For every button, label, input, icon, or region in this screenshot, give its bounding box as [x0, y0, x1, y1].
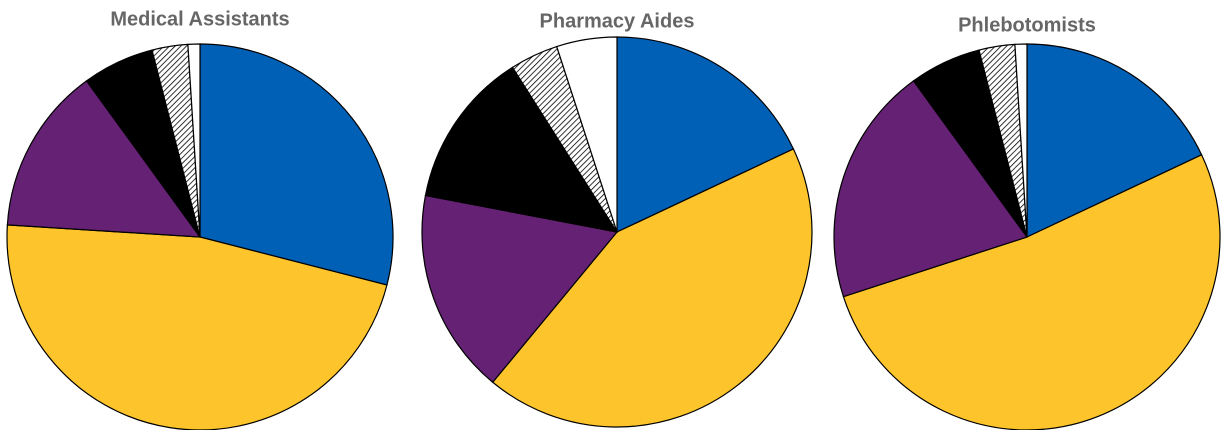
pie-slice: [616, 36, 795, 233]
pie-slice: [424, 66, 619, 233]
chart-title: Pharmacy Aides: [540, 10, 695, 32]
chart-title: Medical Assistants: [110, 8, 289, 30]
chart-title: Phlebotomists: [958, 14, 1096, 36]
pie-slice: [555, 36, 618, 233]
pie-slice: [1014, 43, 1028, 238]
pie-slice: [6, 224, 388, 430]
pie-slice: [842, 154, 1221, 430]
pie-slice: [833, 80, 1028, 298]
pie-slice: [491, 148, 813, 428]
pie-slice: [199, 43, 394, 286]
pie-slice: [421, 194, 619, 384]
pie-slice: [187, 43, 201, 238]
pie-slice: [6, 80, 202, 238]
pie-slice: [1026, 43, 1203, 238]
